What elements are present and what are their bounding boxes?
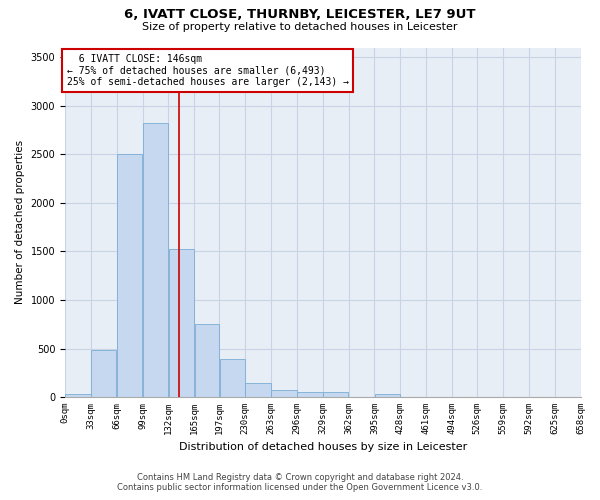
Bar (375, 394, 400, 397)
Text: Size of property relative to detached houses in Leicester: Size of property relative to detached ho… (142, 22, 458, 32)
Text: 6 IVATT CLOSE: 146sqm
← 75% of detached houses are smaller (6,493)
25% of semi-d: 6 IVATT CLOSE: 146sqm ← 75% of detached … (67, 54, 349, 88)
Bar (143, 123, 168, 397)
Bar (65, 394, 91, 397)
Bar (323, 392, 349, 397)
Bar (91, 350, 116, 397)
Bar (297, 392, 323, 397)
Y-axis label: Number of detached properties: Number of detached properties (15, 140, 25, 304)
Text: Contains HM Land Registry data © Crown copyright and database right 2024.
Contai: Contains HM Land Registry data © Crown c… (118, 473, 482, 492)
Bar (220, 359, 245, 397)
Text: 6, IVATT CLOSE, THURNBY, LEICESTER, LE7 9UT: 6, IVATT CLOSE, THURNBY, LEICESTER, LE7 … (124, 8, 476, 20)
X-axis label: Distribution of detached houses by size in Leicester: Distribution of detached houses by size … (179, 442, 467, 452)
Bar (169, 250, 194, 397)
Bar (117, 154, 142, 397)
Bar (245, 384, 271, 397)
Bar (194, 324, 219, 397)
Bar (271, 390, 296, 397)
